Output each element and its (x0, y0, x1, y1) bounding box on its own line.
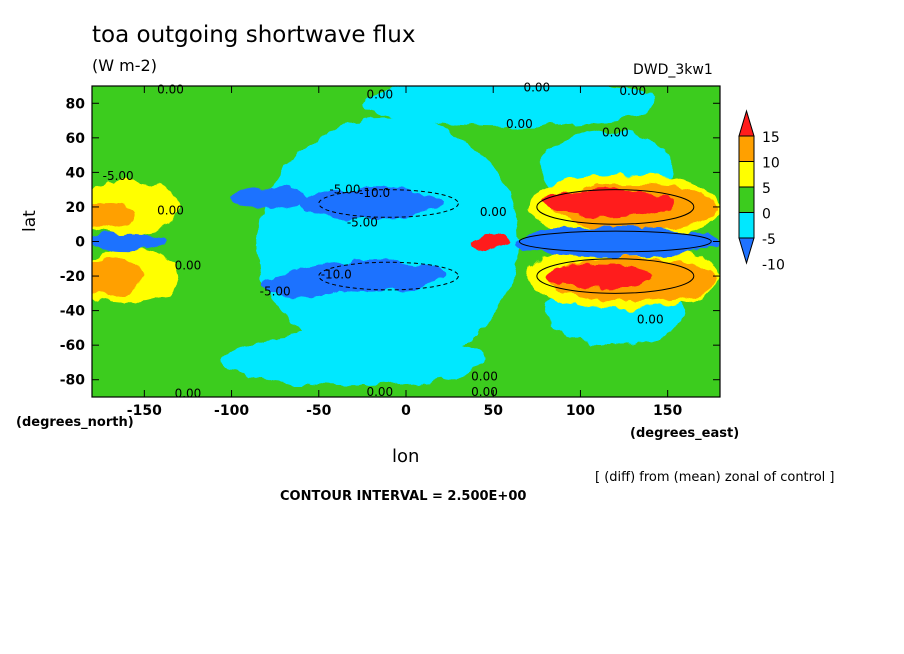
y-tick-label: 80 (66, 96, 86, 112)
contour-label: -5.00 (329, 183, 360, 197)
field-region-arctic-cyan (362, 86, 659, 128)
x-tick-label: 50 (483, 403, 503, 419)
x-tick-label: 100 (566, 403, 595, 419)
colorbar-arrow-top (738, 109, 755, 137)
x-tick-label: 0 (401, 403, 411, 419)
colorbar-label: 0 (762, 207, 771, 223)
plot-area (92, 86, 720, 397)
contour-interval: CONTOUR INTERVAL = 2.500E+00 (280, 489, 527, 504)
colorbar-label: 5 (762, 181, 771, 197)
colorbar-label: -10 (762, 258, 785, 274)
field-region-sw-orange (92, 257, 145, 296)
x-unit-label: (degrees_east) (630, 426, 740, 441)
diff-note: [ (diff) from (mean) zonal of control ] (595, 470, 835, 485)
contour-label: 0.00 (366, 385, 393, 399)
x-axis-label: lon (392, 446, 420, 467)
colorbar-swatch-orange (738, 135, 755, 162)
colorbar-arrow-bottom (738, 237, 755, 265)
x-tick-label: -100 (214, 403, 249, 419)
colorbar-swatch-green (738, 186, 755, 213)
contour-label: 0.00 (480, 205, 507, 219)
contour-label: 0.00 (619, 84, 646, 98)
colorbar: 15 10 5 0 -5 -10 (738, 109, 785, 274)
field-region-eq-red (468, 232, 511, 251)
y-unit-label: (degrees_north) (16, 415, 134, 430)
field-region-nw-orange (92, 203, 136, 228)
model-label: DWD_3kw1 (633, 62, 713, 78)
field-region-north-blue-2 (228, 186, 305, 211)
field-region-s-red (545, 263, 651, 289)
field-region-eq-blue-west (92, 232, 166, 251)
colorbar-label: 10 (762, 156, 780, 172)
x-tick-label: 150 (653, 403, 682, 419)
contour-label: -10.0 (359, 186, 390, 200)
contour-line (536, 189, 695, 225)
contour-label: -10.0 (321, 267, 352, 281)
y-tick-label: 20 (66, 200, 86, 216)
contour-label: 0.00 (157, 82, 184, 96)
x-tick-label: -50 (306, 403, 332, 419)
colorbar-label: -5 (762, 232, 776, 248)
contour-line (318, 189, 459, 218)
contour-label: 0.00 (157, 203, 184, 217)
field-region-north-blue (297, 187, 445, 220)
contour-label: -5.00 (347, 215, 378, 229)
contour-label: 0.00 (471, 369, 498, 383)
y-tick-label: -60 (60, 338, 86, 354)
contour-label: -5.00 (260, 285, 291, 299)
y-tick-label: -80 (60, 373, 86, 389)
chart-title: toa outgoing shortwave flux (92, 22, 416, 48)
colorbar-swatch-yellow (738, 161, 755, 188)
y-tick-label: -40 (60, 304, 86, 320)
contour-line (318, 261, 459, 291)
contour-label: 0.00 (637, 312, 664, 326)
contour-label: 0.00 (366, 88, 393, 102)
field-region-eq-blue-east (514, 225, 717, 258)
chart-units: (W m-2) (92, 56, 157, 75)
contour-line (518, 230, 712, 253)
contour-label: 0.00 (175, 259, 202, 273)
y-tick-label: -20 (60, 269, 86, 285)
field-region-tropics-cyan (257, 117, 520, 366)
contour-label: 0.00 (471, 385, 498, 399)
y-tick-label: 60 (66, 131, 86, 147)
field-region-southern-cyan (222, 331, 485, 387)
field-region-n-red (540, 189, 673, 218)
y-tick-label: 40 (66, 165, 86, 181)
contour-line (536, 258, 695, 294)
contour-label: 0.00 (175, 387, 202, 401)
y-tick-label: 0 (75, 235, 85, 251)
x-tick-label: -150 (127, 403, 162, 419)
colorbar-label: 15 (762, 130, 780, 146)
colorbar-swatch-cyan (738, 212, 755, 239)
contour-label: -5.00 (103, 169, 134, 183)
contour-label: 0.00 (506, 117, 533, 131)
contour-label: 0.00 (602, 126, 629, 140)
contour-label: 0.00 (523, 81, 550, 95)
